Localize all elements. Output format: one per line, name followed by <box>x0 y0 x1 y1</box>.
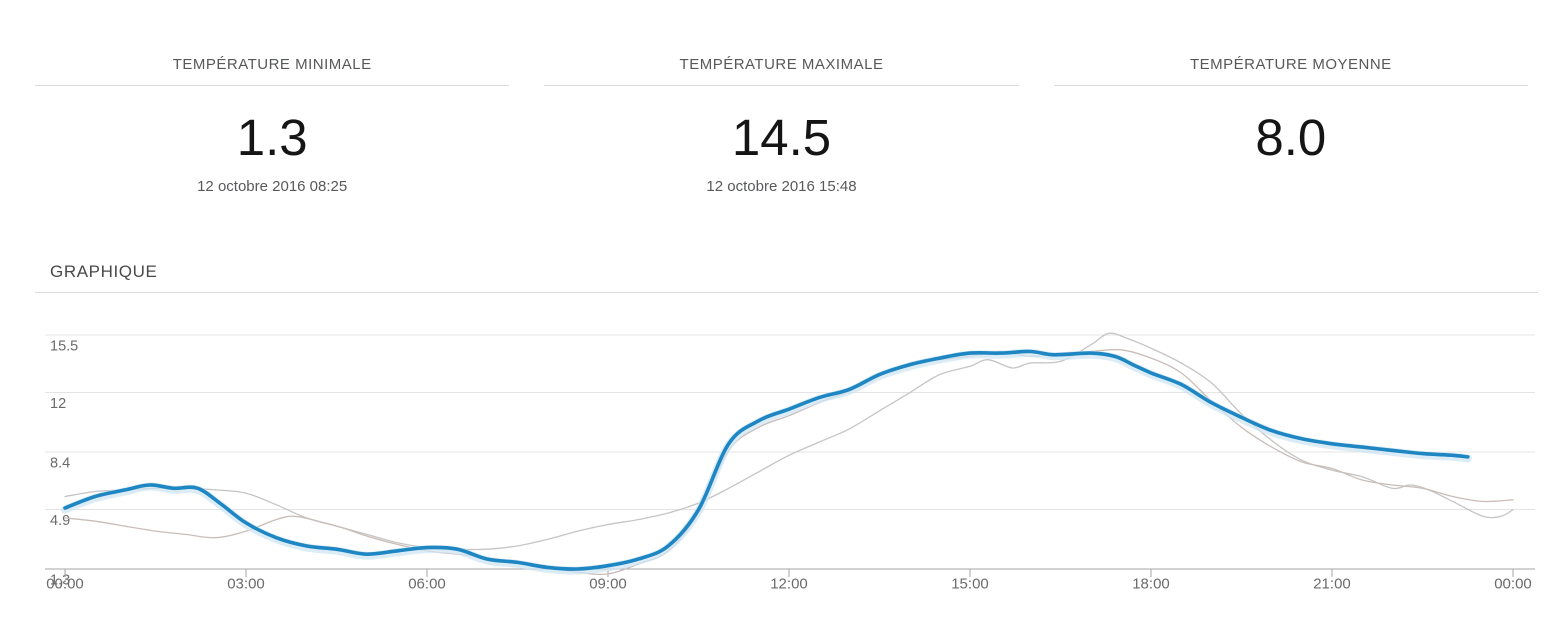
stat-card-label: TEMPÉRATURE MAXIMALE <box>544 57 1019 86</box>
stat-card-value: 8.0 <box>1255 109 1327 166</box>
stat-card-datetime: 12 octobre 2016 15:48 <box>706 178 857 195</box>
x-tick-label: 00:00 <box>1494 576 1532 593</box>
comparison-2-line <box>64 348 1514 576</box>
stat-card-datetime: 12 octobre 2016 08:25 <box>197 178 348 195</box>
x-tick-label: 03:00 <box>227 576 265 593</box>
x-tick-label: 09:00 <box>589 576 627 593</box>
stat-card-max-temperature: TEMPÉRATURE MAXIMALE 14.5 12 octobre 201… <box>544 57 1019 195</box>
y-tick-label: 4.9 <box>50 513 70 529</box>
x-tick-label: 12:00 <box>770 576 808 593</box>
stat-card-min-temperature: TEMPÉRATURE MINIMALE 1.3 12 octobre 2016… <box>35 57 510 195</box>
section-divider <box>35 292 1538 293</box>
x-tick-label: 15:00 <box>951 576 989 593</box>
stat-cards-row: TEMPÉRATURE MINIMALE 1.3 12 octobre 2016… <box>35 57 1528 195</box>
stat-card-mean-temperature: TEMPÉRATURE MOYENNE 8.0 <box>1053 57 1528 195</box>
y-tick-label: 8.4 <box>50 456 70 472</box>
stat-card-datetime <box>1054 179 1528 195</box>
x-tick-label: 00:00 <box>46 576 84 593</box>
stat-card-value: 1.3 <box>236 109 308 166</box>
temperature-line[interactable] <box>63 349 1470 571</box>
stat-card-value: 14.5 <box>731 109 832 166</box>
x-tick-label: 18:00 <box>1132 576 1170 593</box>
x-tick-label: 21:00 <box>1313 576 1351 593</box>
stat-card-label: TEMPÉRATURE MINIMALE <box>35 57 510 86</box>
temperature-chart[interactable]: 15.5 12 8.4 4.9 1.3 00:00 03:00 06:00 09:00 12:00… <box>0 300 1562 616</box>
stat-card-label: TEMPÉRATURE MOYENNE <box>1053 57 1528 86</box>
x-tick-label: 06:00 <box>408 576 446 593</box>
y-tick-label: 12 <box>50 396 66 412</box>
y-tick-label: 15.5 <box>50 339 78 355</box>
section-title-graphique: GRAPHIQUE <box>50 262 158 281</box>
